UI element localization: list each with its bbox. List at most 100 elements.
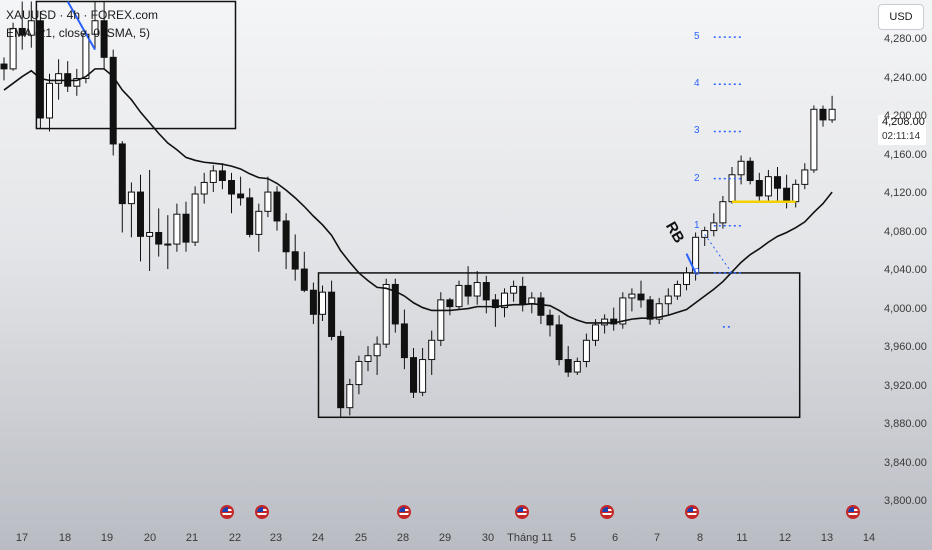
candle[interactable]: [464, 266, 472, 305]
candle[interactable]: [382, 278, 390, 348]
candle[interactable]: [683, 267, 690, 291]
candle[interactable]: [273, 186, 281, 231]
candle[interactable]: [137, 174, 144, 262]
candle[interactable]: [537, 292, 545, 324]
candle[interactable]: [228, 172, 235, 214]
candle[interactable]: [391, 278, 399, 333]
candle[interactable]: [182, 201, 190, 252]
us-flag-icon[interactable]: [685, 505, 699, 519]
candle[interactable]: [64, 61, 72, 92]
candle[interactable]: [501, 288, 508, 318]
candle[interactable]: [419, 348, 427, 397]
candle[interactable]: [300, 251, 308, 293]
candle[interactable]: [109, 49, 117, 156]
candle[interactable]: [455, 280, 463, 310]
candle[interactable]: [410, 348, 417, 399]
candle[interactable]: [18, 1, 26, 50]
candle[interactable]: [546, 309, 554, 337]
candle[interactable]: [173, 203, 181, 252]
candle[interactable]: [400, 309, 408, 370]
candle[interactable]: [146, 169, 154, 271]
candle[interactable]: [737, 155, 745, 185]
candle[interactable]: [555, 315, 563, 366]
candle[interactable]: [564, 346, 572, 377]
candle[interactable]: [764, 169, 772, 202]
candle[interactable]: [746, 157, 754, 185]
candle[interactable]: [783, 174, 791, 209]
candle[interactable]: [27, 1, 35, 48]
candle[interactable]: [519, 276, 527, 312]
candle[interactable]: [446, 297, 454, 316]
candle[interactable]: [164, 215, 172, 270]
candle[interactable]: [573, 357, 581, 375]
candle[interactable]: [91, 1, 99, 50]
candle[interactable]: [719, 195, 727, 229]
candle[interactable]: [701, 226, 709, 246]
candle[interactable]: [655, 297, 663, 324]
candle[interactable]: [437, 292, 445, 347]
candle[interactable]: [255, 203, 263, 252]
candle[interactable]: [619, 292, 627, 329]
candle[interactable]: [291, 234, 299, 281]
candle[interactable]: [728, 167, 736, 204]
candle[interactable]: [582, 333, 590, 368]
candle[interactable]: [810, 105, 818, 173]
candle[interactable]: [628, 288, 636, 312]
candle[interactable]: [127, 182, 135, 238]
candle[interactable]: [36, 11, 44, 129]
candle[interactable]: [46, 73, 53, 132]
candle[interactable]: [510, 280, 518, 302]
candle[interactable]: [774, 167, 781, 202]
candle[interactable]: [528, 292, 536, 314]
us-flag-icon[interactable]: [515, 505, 529, 519]
us-flag-icon[interactable]: [220, 505, 234, 519]
candle[interactable]: [264, 176, 272, 218]
candle[interactable]: [9, 22, 17, 71]
us-flag-icon[interactable]: [255, 505, 269, 519]
candle[interactable]: [755, 172, 763, 202]
candle[interactable]: [673, 280, 681, 300]
candle[interactable]: [637, 280, 645, 308]
candle[interactable]: [218, 163, 226, 190]
candle[interactable]: [73, 68, 81, 96]
candle[interactable]: [319, 285, 326, 322]
candle[interactable]: [664, 288, 672, 316]
currency-button[interactable]: USD: [878, 4, 924, 30]
candle[interactable]: [55, 59, 63, 100]
candle[interactable]: [209, 165, 217, 193]
candle[interactable]: [610, 307, 618, 331]
x-tick-label: 23: [269, 532, 283, 544]
candle[interactable]: [482, 275, 490, 314]
candle[interactable]: [246, 188, 254, 238]
candle[interactable]: [428, 330, 436, 375]
candle[interactable]: [491, 294, 499, 327]
candle[interactable]: [282, 213, 290, 270]
candle[interactable]: [792, 179, 800, 208]
candle[interactable]: [373, 336, 381, 375]
candle[interactable]: [364, 346, 372, 372]
candle[interactable]: [646, 296, 654, 325]
us-flag-icon[interactable]: [600, 505, 614, 519]
candle[interactable]: [118, 141, 126, 233]
candle[interactable]: [328, 280, 336, 341]
candle[interactable]: [346, 378, 354, 416]
candle[interactable]: [200, 172, 208, 204]
us-flag-icon[interactable]: [846, 505, 860, 519]
candle[interactable]: [473, 271, 481, 305]
candle[interactable]: [710, 213, 718, 237]
candle[interactable]: [237, 176, 245, 206]
candle[interactable]: [155, 208, 163, 257]
candle[interactable]: [191, 186, 199, 246]
candle[interactable]: [828, 95, 836, 123]
candle[interactable]: [801, 163, 809, 190]
candle[interactable]: [355, 355, 363, 395]
candle[interactable]: [0, 57, 8, 81]
candle[interactable]: [309, 282, 317, 324]
candle[interactable]: [601, 314, 609, 334]
candle[interactable]: [337, 330, 345, 418]
candle[interactable]: [819, 105, 827, 127]
us-flag-icon[interactable]: [397, 505, 411, 519]
candle[interactable]: [100, 1, 108, 69]
candle-body: [137, 191, 144, 237]
